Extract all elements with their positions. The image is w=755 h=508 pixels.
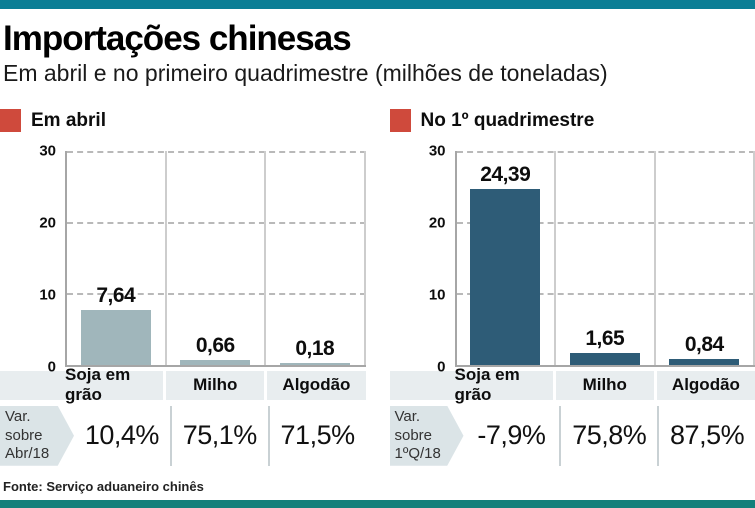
plot-area: 7,64 0,66 0,18 [65, 151, 366, 367]
variation-value-milho: 75,8% [559, 406, 657, 466]
variation-tag-line: Var. [5, 408, 74, 426]
bar-milho [570, 353, 640, 365]
legend-label: Em abril [31, 110, 106, 132]
y-tick: 20 [39, 214, 56, 231]
variation-value-soja: -7,9% [464, 406, 560, 466]
category-label-milho: Milho [163, 371, 264, 400]
y-tick: 30 [429, 142, 446, 159]
legend-label: No 1º quadrimestre [421, 110, 595, 132]
plot-area: 24,39 1,65 0,84 [455, 151, 755, 367]
bar-soja [81, 310, 151, 365]
chart-panel-april: Em abril 30 20 10 0 7,64 0,6 [0, 109, 366, 466]
bar-column-soja: 24,39 [457, 151, 557, 365]
bottom-accent-bar [0, 500, 755, 508]
legend-quarter: No 1º quadrimestre [390, 109, 755, 133]
plot-april: 30 20 10 0 7,64 0,66 [0, 151, 366, 367]
variation-tag-line: 1ºQ/18 [395, 445, 464, 463]
source-attribution: Fonte: Serviço aduaneiro chinês [3, 479, 755, 494]
bar-soja [470, 189, 540, 365]
variation-row-april: Var. sobre Abr/18 10,4% 75,1% 71,5% [0, 406, 366, 466]
variation-value-milho: 75,1% [170, 406, 268, 466]
bar-value-label: 0,66 [196, 334, 235, 358]
y-tick: 10 [39, 286, 56, 303]
y-axis-ticks: 30 20 10 0 [0, 151, 65, 367]
bar-value-label: 24,39 [480, 163, 530, 187]
y-tick: 0 [48, 358, 56, 375]
category-label-soja: Soja em grão [455, 371, 553, 400]
bar-algodao [669, 359, 739, 365]
bar-value-label: 0,84 [685, 333, 724, 357]
page-subtitle: Em abril e no primeiro quadrimestre (mil… [3, 60, 755, 87]
charts-row: Em abril 30 20 10 0 7,64 0,6 [0, 109, 755, 466]
variation-tag-line: Abr/18 [5, 445, 74, 463]
variation-tag-arrow: Var. sobre 1ºQ/18 [390, 406, 464, 466]
variation-tag-line: sobre [5, 427, 74, 445]
bar-column-milho: 0,66 [167, 151, 267, 365]
category-label-soja: Soja em grão [65, 371, 163, 400]
y-tick: 0 [437, 358, 445, 375]
y-tick: 30 [39, 142, 56, 159]
y-axis-ticks: 30 20 10 0 [390, 151, 455, 367]
bar-column-soja: 7,64 [67, 151, 167, 365]
bar-column-algodao: 0,18 [266, 151, 366, 365]
bar-value-label: 0,18 [295, 337, 334, 361]
variation-row-quarter: Var. sobre 1ºQ/18 -7,9% 75,8% 87,5% [390, 406, 755, 466]
variation-value-algodao: 87,5% [657, 406, 755, 466]
category-label-milho: Milho [553, 371, 654, 400]
legend-square-icon [0, 109, 21, 132]
bar-value-label: 1,65 [585, 327, 624, 351]
variation-tag-line: Var. [395, 408, 464, 426]
plot-quarter: 30 20 10 0 24,39 1,65 [390, 151, 755, 367]
variation-tag-arrow: Var. sobre Abr/18 [0, 406, 74, 466]
bar-algodao [280, 363, 350, 365]
variation-value-algodao: 71,5% [268, 406, 366, 466]
legend-square-icon [390, 109, 411, 132]
category-label-algodao: Algodão [654, 371, 755, 400]
legend-april: Em abril [0, 109, 366, 133]
y-tick: 10 [429, 286, 446, 303]
category-label-algodao: Algodão [264, 371, 365, 400]
bar-milho [180, 360, 250, 365]
bar-column-algodao: 0,84 [656, 151, 755, 365]
bar-column-milho: 1,65 [556, 151, 656, 365]
bar-value-label: 7,64 [96, 284, 135, 308]
top-accent-bar [0, 0, 755, 9]
variation-tag-line: sobre [395, 427, 464, 445]
page-title: Importações chinesas [3, 21, 755, 57]
chart-panel-quarter: No 1º quadrimestre 30 20 10 0 24,39 [390, 109, 755, 466]
variation-value-soja: 10,4% [74, 406, 170, 466]
y-tick: 20 [429, 214, 446, 231]
